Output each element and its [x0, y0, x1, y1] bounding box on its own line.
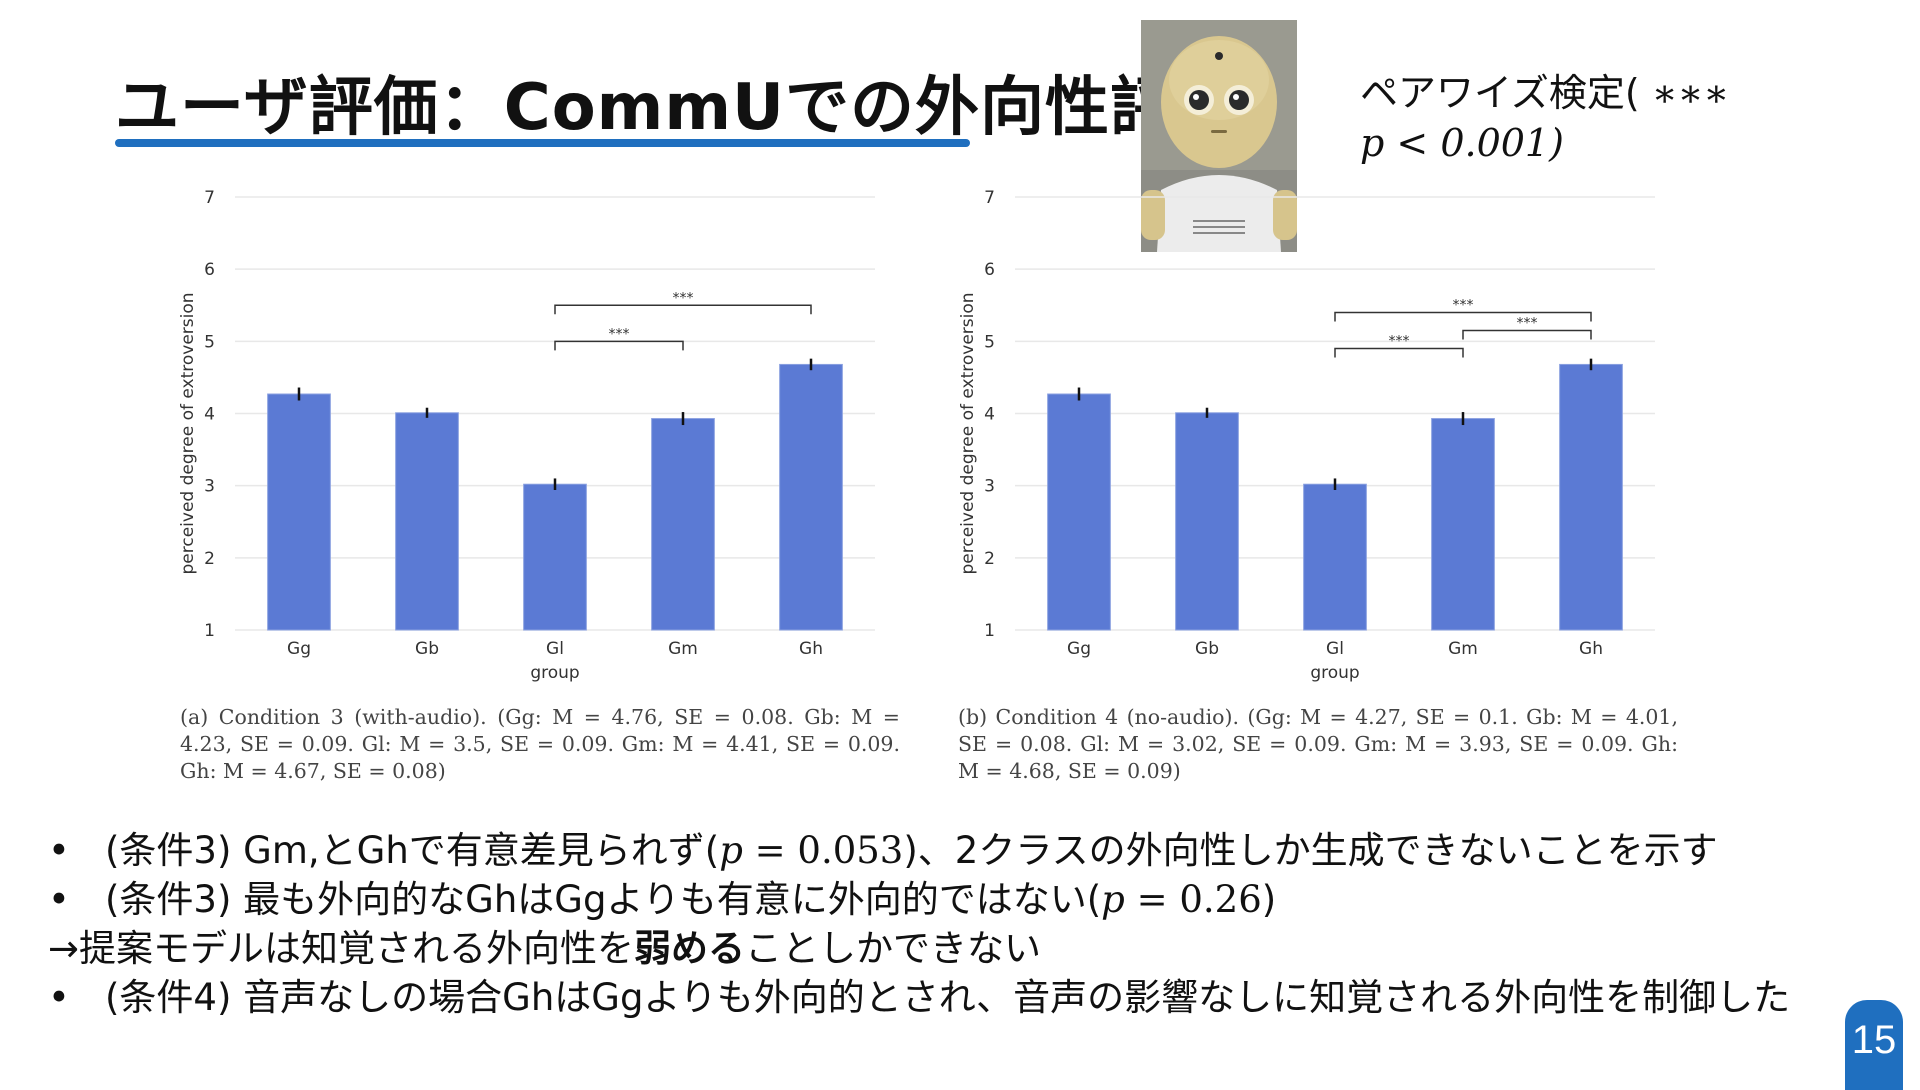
significance-bracket: [554, 340, 684, 351]
x-tick-label: Gh: [799, 639, 823, 659]
y-tick-label: 5: [984, 332, 995, 352]
x-tick-label: Gl: [546, 639, 564, 659]
pairwise-label: ペアワイズ検定(: [1360, 71, 1640, 115]
conclusion-pre: →提案モデルは知覚される外向性を: [48, 927, 635, 970]
y-tick-label: 3: [984, 477, 995, 497]
bar-gm: [651, 418, 715, 631]
bullet-dot: •: [48, 829, 70, 872]
y-tick-label: 7: [204, 188, 215, 208]
bullet-2-pre: (条件3) 最も外向的なGhはGgよりも有意に外向的ではない(: [105, 878, 1102, 921]
bar-gl: [1303, 483, 1367, 631]
bar-gh: [1559, 363, 1623, 631]
significance-bracket: [554, 304, 812, 315]
x-tick-label: Gm: [668, 639, 698, 659]
bar-gb: [1175, 412, 1239, 631]
significance-label: ***: [1517, 316, 1538, 332]
significance-label: ***: [609, 326, 630, 342]
conclusion-line: →提案モデルは知覚される外向性を弱めることしかできない: [48, 924, 1878, 973]
y-tick-label: 6: [204, 260, 215, 280]
conclusion-bold: 弱める: [634, 927, 746, 970]
y-tick-label: 4: [984, 405, 995, 425]
significance-bracket: [1334, 311, 1592, 322]
y-tick-label: 7: [984, 188, 995, 208]
x-axis-label: group: [1310, 663, 1359, 683]
chart-caption-a: (a) Condition 3 (with-audio). (Gg: M = 4…: [180, 705, 900, 783]
bullet-2-eq: = 0.26: [1124, 878, 1262, 921]
bar-gm: [1431, 418, 1495, 631]
significance-label: ***: [673, 290, 694, 306]
bullet-1-p: p: [719, 829, 743, 872]
bullet-1-pre: (条件3) Gm,とGhで有意差見られず(: [105, 829, 720, 872]
y-tick-label: 5: [204, 332, 215, 352]
bar-gh: [779, 363, 843, 631]
bar-gg: [267, 393, 331, 631]
y-axis-label: perceived degree of extroversion: [958, 292, 978, 574]
y-axis-label: perceived degree of extroversion: [178, 292, 198, 574]
chart-caption-b: (b) Condition 4 (no-audio). (Gg: M = 4.2…: [958, 705, 1678, 783]
pairwise-note: ペアワイズ検定( ∗∗∗ p < 0.001): [1360, 68, 1729, 168]
bullet-item-3: • (条件4) 音声なしの場合GhはGgよりも外向的とされ、音声の影響なしに知覚…: [48, 973, 1878, 1022]
significance-label: ***: [1453, 297, 1474, 313]
pairwise-note-line1: ペアワイズ検定( ∗∗∗: [1360, 68, 1729, 118]
y-tick-label: 1: [204, 621, 215, 641]
title-underline: [115, 139, 970, 147]
bullet-3-text: (条件4) 音声なしの場合GhはGgよりも外向的とされ、音声の影響なしに知覚され…: [105, 976, 1791, 1019]
chart-condition4: 1 2 3 4 5 6 7 perceived degree of extroversion G…: [958, 188, 1655, 683]
chart-condition3: 1 2 3 4 5 6 7 perceived degree of extroversion G…: [178, 188, 875, 683]
y-tick-label: 4: [204, 405, 215, 425]
bar-gg: [1047, 393, 1111, 631]
bullet-2-p: p: [1101, 878, 1125, 921]
bullet-1-eq: = 0.053: [742, 829, 904, 872]
bullet-list: • (条件3) Gm,とGhで有意差見られず(p = 0.053)、2クラスの外…: [48, 826, 1878, 1022]
y-tick-label: 2: [204, 549, 215, 569]
bullet-item-1: • (条件3) Gm,とGhで有意差見られず(p = 0.053)、2クラスの外…: [48, 826, 1878, 875]
bar-gl: [523, 483, 587, 631]
x-tick-label: Gb: [415, 639, 439, 659]
y-tick-label: 2: [984, 549, 995, 569]
x-tick-label: Gl: [1326, 639, 1344, 659]
x-tick-label: Gg: [1067, 639, 1091, 659]
y-tick-label: 6: [984, 260, 995, 280]
slide-title: ユーザ評価：CommUでの外向性評価: [115, 71, 1240, 145]
y-tick-label: 1: [984, 621, 995, 641]
bullet-1-post: )、2クラスの外向性しか生成できないことを示す: [903, 829, 1718, 872]
significance-label: ***: [1389, 334, 1410, 350]
pairwise-note-line2: p < 0.001): [1360, 121, 1564, 165]
bullet-dot: •: [48, 878, 70, 921]
x-tick-label: Gh: [1579, 639, 1603, 659]
commu-robot-image: [1141, 20, 1297, 252]
bar-gb: [395, 412, 459, 631]
y-tick-label: 3: [204, 477, 215, 497]
significance-bracket: [1334, 347, 1464, 358]
x-tick-label: Gg: [287, 639, 311, 659]
robot-photo: [1141, 20, 1297, 252]
x-axis-label: group: [530, 663, 579, 683]
pairwise-stars: ∗∗∗: [1639, 71, 1730, 115]
page-number: 15: [1845, 1000, 1903, 1090]
bullet-2-post: ): [1261, 878, 1277, 921]
x-tick-label: Gb: [1195, 639, 1219, 659]
x-tick-label: Gm: [1448, 639, 1478, 659]
bullet-dot: •: [48, 976, 70, 1019]
significance-bracket: [1462, 329, 1592, 340]
bullet-item-2: • (条件3) 最も外向的なGhはGgよりも有意に外向的ではない(p = 0.2…: [48, 875, 1878, 924]
conclusion-post: ことしかできない: [745, 927, 1042, 970]
